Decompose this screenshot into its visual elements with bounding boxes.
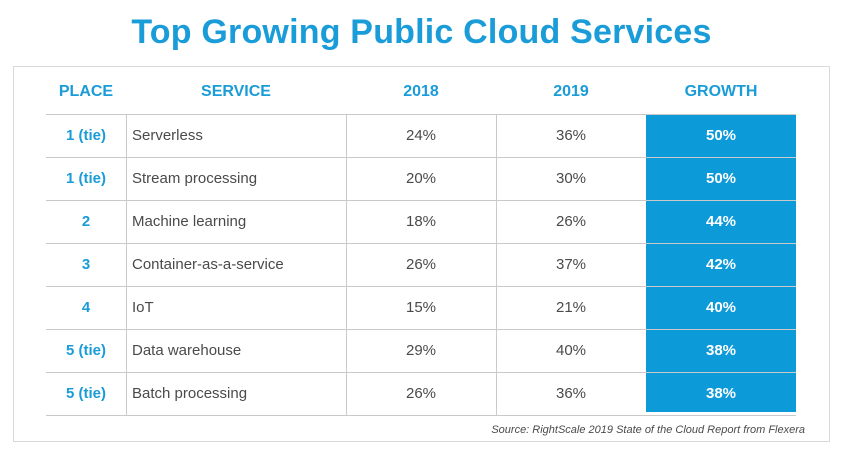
- row-divider: [46, 200, 796, 201]
- place-cell: 5 (tie): [65, 342, 106, 359]
- growth-cell: 38%: [705, 385, 737, 402]
- row-divider: [46, 157, 796, 158]
- service-cell: Stream processing: [132, 170, 258, 187]
- column-divider: [496, 114, 497, 415]
- growth-cell: 44%: [705, 213, 737, 230]
- value-2019-cell: 26%: [555, 213, 587, 230]
- header-service: SERVICE: [201, 83, 271, 100]
- value-2019-cell: 40%: [555, 342, 587, 359]
- table-row: 5 (tie) Batch processing 26% 36% 38%: [46, 372, 796, 415]
- growth-cell: 38%: [705, 342, 737, 359]
- row-divider: [46, 243, 796, 244]
- value-2019-cell: 36%: [555, 385, 587, 402]
- service-cell: Machine learning: [132, 213, 247, 230]
- row-divider: [46, 329, 796, 330]
- table-row: 3 Container-as-a-service 26% 37% 42%: [46, 243, 796, 286]
- table-row: 5 (tie) Data warehouse 29% 40% 38%: [46, 329, 796, 372]
- header-place: PLACE: [58, 83, 114, 100]
- value-2018-cell: 29%: [405, 342, 437, 359]
- header-2018: 2018: [403, 83, 439, 100]
- value-2019-cell: 36%: [555, 127, 587, 144]
- header-2019: 2019: [553, 83, 589, 100]
- service-cell: Serverless: [132, 127, 203, 144]
- row-divider: [46, 114, 796, 115]
- service-cell: Data warehouse: [132, 342, 242, 359]
- row-divider: [46, 372, 796, 373]
- value-2019-cell: 37%: [555, 256, 587, 273]
- table-row: 1 (tie) Serverless 24% 36% 50%: [46, 114, 796, 157]
- service-cell: Batch processing: [132, 385, 248, 402]
- table-row: 4 IoT 15% 21% 40%: [46, 286, 796, 329]
- header-growth: GROWTH: [684, 83, 758, 100]
- value-2018-cell: 26%: [405, 256, 437, 273]
- place-cell: 2: [81, 213, 91, 230]
- growth-cell: 50%: [705, 127, 737, 144]
- service-cell: IoT: [132, 299, 154, 316]
- place-cell: 3: [81, 256, 91, 273]
- row-divider: [46, 286, 796, 287]
- value-2019-cell: 21%: [555, 299, 587, 316]
- value-2018-cell: 18%: [405, 213, 437, 230]
- value-2018-cell: 26%: [405, 385, 437, 402]
- source-note: Source: RightScale 2019 State of the Clo…: [491, 424, 805, 436]
- place-cell: 1 (tie): [65, 170, 106, 187]
- growth-cell: 50%: [705, 170, 737, 187]
- value-2018-cell: 20%: [405, 170, 437, 187]
- table-row: 2 Machine learning 18% 26% 44%: [46, 200, 796, 243]
- place-cell: 1 (tie): [65, 127, 106, 144]
- place-cell: 4: [81, 299, 91, 316]
- service-cell: Container-as-a-service: [132, 256, 284, 273]
- growth-cell: 40%: [705, 299, 737, 316]
- column-divider: [126, 114, 127, 415]
- value-2018-cell: 24%: [405, 127, 437, 144]
- row-divider: [46, 415, 796, 416]
- table-row: 1 (tie) Stream processing 20% 30% 50%: [46, 157, 796, 200]
- value-2018-cell: 15%: [405, 299, 437, 316]
- value-2019-cell: 30%: [555, 170, 587, 187]
- page-title: Top Growing Public Cloud Services: [131, 13, 712, 51]
- growth-cell: 42%: [705, 256, 737, 273]
- column-divider: [346, 114, 347, 415]
- growth-column-fill: [646, 114, 796, 412]
- place-cell: 5 (tie): [65, 385, 106, 402]
